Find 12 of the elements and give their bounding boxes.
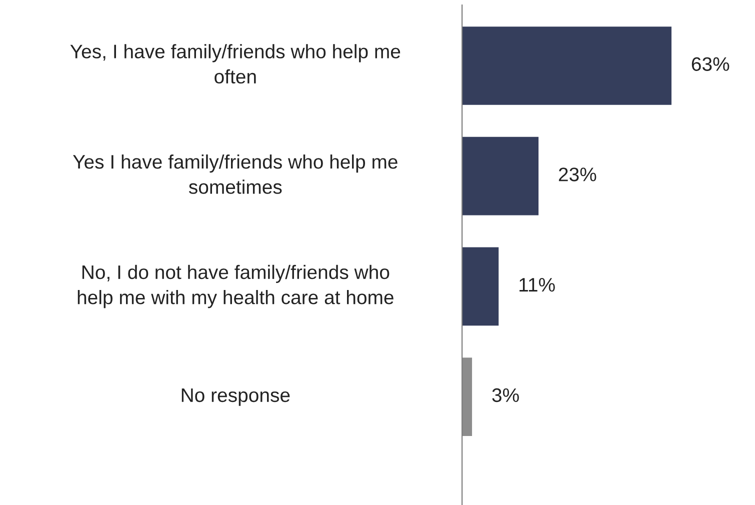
bar: [462, 136, 539, 216]
y-tick-label: Yes, I have family/friends who help me often: [70, 44, 400, 84]
bar: [462, 247, 499, 326]
data-label: 11%: [520, 278, 555, 292]
y-tick-label: No response: [182, 388, 290, 406]
data-label: 23%: [558, 168, 596, 182]
bar: [462, 358, 472, 436]
bar: [462, 26, 672, 105]
y-tick-label: No, I do not have family/friends who help me with my health care at home: [78, 264, 394, 308]
data-label: 3%: [492, 388, 519, 402]
y-tick-label: Yes I have family/friends who help me sometimes: [73, 154, 398, 194]
data-label: 63%: [692, 57, 730, 71]
